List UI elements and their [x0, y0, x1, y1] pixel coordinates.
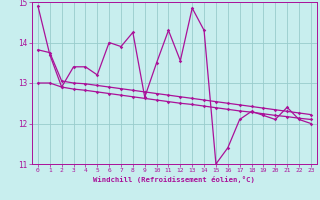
X-axis label: Windchill (Refroidissement éolien,°C): Windchill (Refroidissement éolien,°C) — [93, 176, 255, 183]
